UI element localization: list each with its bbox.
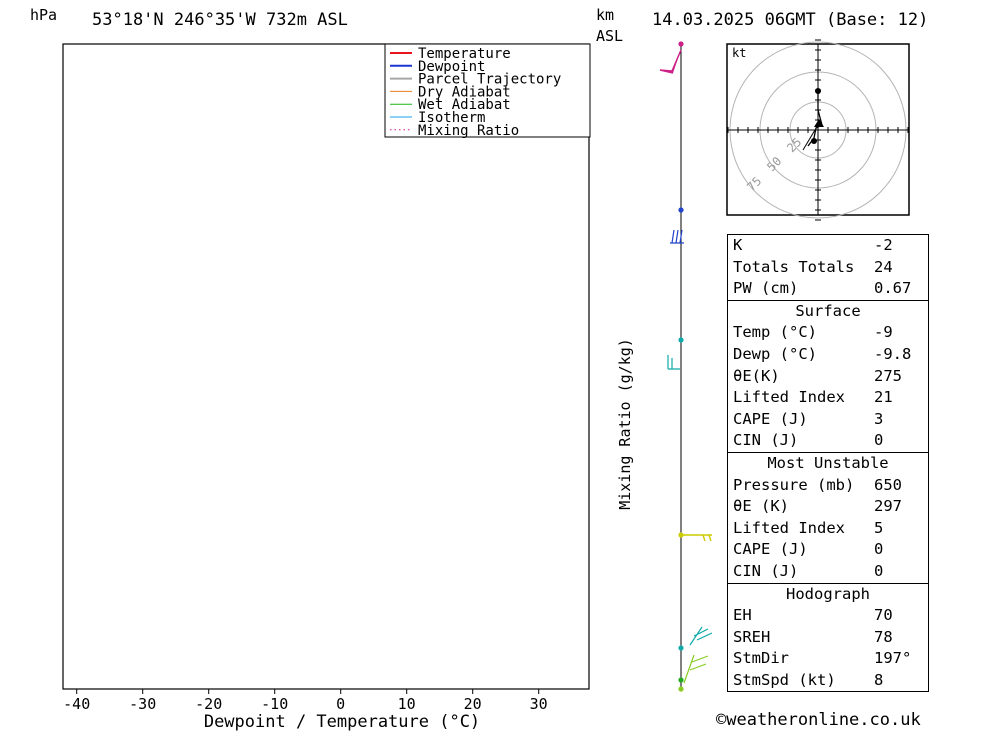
legend-label: Temperature — [418, 46, 511, 62]
stat-row: CAPE (J) 3 — [733, 409, 884, 428]
stat-row: CIN (J) 0 — [733, 561, 884, 580]
wind-barb-icon — [667, 355, 680, 370]
stat-row: Lifted Index 21 — [733, 388, 893, 407]
location-title: 53°18'N 246°35'W 732m ASL — [92, 10, 348, 30]
hodograph-title: Hodograph — [786, 584, 870, 603]
stat-row: Dewp (°C) -9.8 — [733, 344, 912, 363]
x-tick-label: 30 — [530, 695, 548, 713]
stats-hodograph-section: Hodograph EH 70 SREH 78 StmDir 197° StmSpd … — [728, 584, 928, 693]
x-tick-label: -20 — [195, 695, 222, 713]
stat-row: Temp (°C) -9 — [733, 323, 893, 342]
storm-motion-icon — [814, 119, 824, 127]
wind-barb-icon — [689, 626, 713, 646]
x-tick-label: -30 — [129, 695, 156, 713]
wind-profile — [659, 41, 713, 692]
stat-row-pw: PW (cm) 0.67 — [733, 279, 912, 298]
most-unstable-title: Most Unstable — [767, 453, 889, 472]
datetime-title: 14.03.2025 06GMT (Base: 12) — [652, 10, 929, 30]
stat-row: StmDir 197° — [733, 649, 912, 668]
wind-barb-icon — [683, 654, 709, 684]
legend-label: Wet Adiabat — [418, 97, 511, 113]
legend-label: Dewpoint — [418, 59, 485, 75]
wind-level-dot — [678, 207, 684, 213]
x-tick-label: 20 — [464, 695, 482, 713]
x-tick-label: 10 — [398, 695, 416, 713]
stats-basic-section: K -2 Totals Totals 24 PW (cm) 0.67 — [728, 235, 928, 301]
wind-level-dot — [678, 645, 684, 651]
stats-table: K -2 Totals Totals 24 PW (cm) 0.67 Surface … — [727, 234, 929, 693]
hodograph-unit-label: kt — [732, 46, 746, 60]
legend-label: Isotherm — [418, 110, 485, 126]
stat-row: Pressure (mb) 650 — [733, 475, 902, 494]
surface-title: Surface — [795, 301, 861, 320]
mixing-ratio-axis-label: Mixing Ratio (g/kg) — [616, 338, 634, 510]
wind-barb-icon — [681, 534, 712, 542]
x-tick-label: -40 — [63, 695, 90, 713]
x-axis-label: Dewpoint / Temperature (°C) — [204, 712, 480, 732]
stats-surface-section: Surface Temp (°C) -9 Dewp (°C) -9.8 θE(K) 2… — [728, 301, 928, 453]
legend-label: Dry Adiabat — [418, 84, 511, 100]
wind-level-dot — [678, 677, 684, 683]
copyright-link[interactable]: ©weatheronline.co.uk — [716, 710, 921, 730]
stat-row: CAPE (J) 0 — [733, 540, 884, 559]
stat-row: SREH 78 — [733, 627, 893, 646]
x-tick-label: 0 — [336, 695, 345, 713]
axes: 1234681015202530035040045050055060065070… — [63, 338, 634, 732]
wind-barb-icon — [670, 229, 684, 244]
plot-frame — [62, 43, 590, 690]
stat-row-k: K -2 — [733, 236, 893, 254]
stat-row: EH 70 — [733, 606, 893, 625]
legend-box — [384, 43, 591, 138]
stats-most-unstable-section: Most Unstable Pressure (mb) 650 θE (K) 297… — [728, 453, 928, 584]
wind-level-dot — [678, 686, 684, 692]
asl-label: ASL — [596, 27, 624, 45]
x-tick-label: -10 — [261, 695, 288, 713]
stat-row-totals: Totals Totals 24 — [733, 257, 893, 276]
km-unit-label: km — [596, 6, 615, 24]
wind-level-dot — [678, 337, 684, 343]
pressure-unit-label: hPa — [30, 6, 58, 24]
wind-level-dot — [678, 41, 684, 47]
legend-label: Mixing Ratio — [418, 123, 519, 139]
stat-row: StmSpd (kt) 8 — [733, 670, 884, 689]
legend-label: Parcel Trajectory — [418, 72, 561, 88]
hodograph-point — [815, 88, 821, 94]
stat-row: Lifted Index 5 — [733, 518, 884, 537]
stat-row: θE(K) 275 — [733, 366, 902, 385]
stat-row: CIN (J) 0 — [733, 431, 884, 450]
hodograph-point — [811, 138, 817, 144]
stat-row: θE (K) 297 — [733, 497, 902, 516]
wind-barb-icon — [659, 49, 682, 74]
hodograph-trace — [802, 129, 816, 151]
